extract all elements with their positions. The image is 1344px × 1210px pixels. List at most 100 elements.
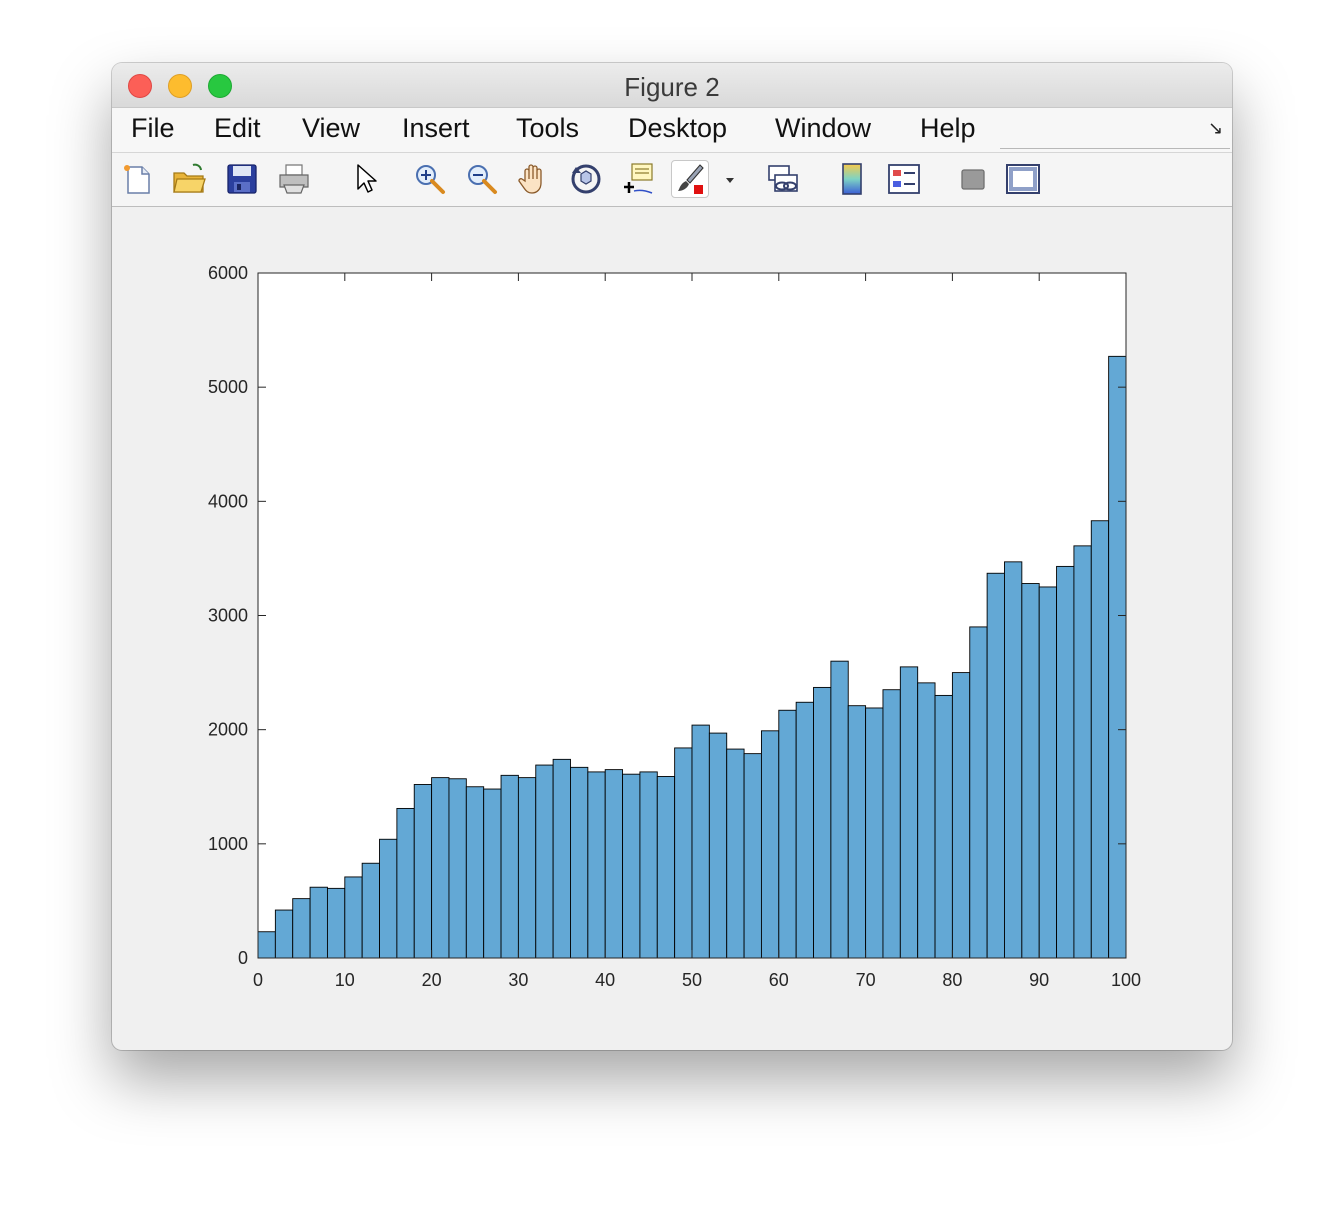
x-tick-label: 40: [595, 970, 615, 990]
histogram-bar[interactable]: [413, 784, 433, 959]
histogram-bar[interactable]: [552, 758, 571, 959]
title-bar[interactable]: Figure 2: [112, 63, 1232, 108]
menu-tools[interactable]: Tools: [516, 113, 580, 143]
histogram-bar[interactable]: [813, 686, 832, 959]
figure-window: Figure 2 File Edit View Insert Tools Des…: [112, 63, 1232, 1050]
histogram-bar[interactable]: [431, 777, 450, 959]
link-plot-icon[interactable]: [765, 161, 801, 197]
print-icon[interactable]: [276, 161, 312, 197]
histogram-bar[interactable]: [483, 788, 502, 959]
x-tick-label: 10: [335, 970, 355, 990]
rotate-3d-icon[interactable]: [568, 161, 604, 197]
histogram-bar[interactable]: [830, 660, 849, 959]
histogram-bar[interactable]: [778, 709, 797, 959]
menu-view[interactable]: View: [302, 113, 361, 143]
x-tick-label: 20: [422, 970, 442, 990]
histogram-bar[interactable]: [760, 730, 780, 959]
histogram-bar[interactable]: [656, 776, 676, 959]
histogram-bar[interactable]: [396, 807, 415, 959]
histogram-bar[interactable]: [622, 773, 641, 959]
histogram-bar[interactable]: [535, 764, 554, 959]
zoom-in-icon[interactable]: [412, 161, 448, 197]
histogram-bar[interactable]: [639, 771, 658, 959]
histogram-bar[interactable]: [899, 666, 919, 959]
histogram-bar[interactable]: [986, 572, 1005, 959]
histogram-bar[interactable]: [517, 777, 537, 959]
hide-plot-tools-icon[interactable]: [955, 161, 991, 197]
brush-dropdown-icon[interactable]: [724, 175, 736, 185]
y-tick-label: 6000: [208, 263, 248, 283]
menu-help[interactable]: Help: [920, 113, 976, 143]
menu-desktop[interactable]: Desktop: [628, 113, 728, 143]
open-file-icon[interactable]: [171, 161, 207, 197]
brush-icon: [678, 164, 704, 194]
menu-insert[interactable]: Insert: [402, 113, 470, 143]
colorbar-icon[interactable]: [834, 161, 870, 197]
save-icon[interactable]: [224, 161, 260, 197]
histogram-bar[interactable]: [1056, 565, 1075, 959]
minimize-window-button[interactable]: [168, 74, 192, 98]
menu-window[interactable]: Window: [775, 113, 872, 143]
brush-button[interactable]: [671, 160, 709, 198]
legend-icon[interactable]: [886, 161, 922, 197]
y-tick-label: 5000: [208, 377, 248, 397]
histogram-bar[interactable]: [1004, 561, 1023, 959]
histogram-bar[interactable]: [1108, 355, 1127, 959]
histogram-bar[interactable]: [708, 732, 728, 959]
x-tick-label: 30: [508, 970, 528, 990]
x-tick-label: 100: [1111, 970, 1141, 990]
histogram-bar[interactable]: [882, 689, 901, 959]
histogram-bar[interactable]: [344, 876, 363, 959]
histogram-bar[interactable]: [951, 672, 971, 959]
x-tick-label: 80: [942, 970, 962, 990]
histogram-bar[interactable]: [1090, 520, 1110, 959]
show-plot-tools-icon[interactable]: [1005, 161, 1041, 197]
dock-figure-icon[interactable]: ↘: [1208, 118, 1224, 138]
y-tick-label: 1000: [208, 834, 248, 854]
new-figure-icon[interactable]: [120, 161, 156, 197]
histogram-bar[interactable]: [379, 838, 398, 959]
x-tick-label: 0: [253, 970, 263, 990]
histogram-bar[interactable]: [726, 748, 745, 959]
histogram-bar[interactable]: [691, 724, 710, 959]
menu-divider: [1000, 148, 1230, 149]
plot-area: 0 10 20 30 40 50 60 70 80 90 100 0 1000 2000 3000 4000 5…: [112, 207, 1232, 1050]
zoom-window-button[interactable]: [208, 74, 232, 98]
histogram-bar[interactable]: [847, 705, 867, 959]
figure-toolbar: [112, 153, 1232, 207]
histogram-bar[interactable]: [570, 766, 589, 959]
histogram-bar[interactable]: [274, 909, 294, 959]
menu-file[interactable]: File: [131, 113, 175, 143]
histogram-bar[interactable]: [604, 769, 624, 959]
histogram-bar[interactable]: [969, 626, 988, 959]
histogram-bar[interactable]: [917, 682, 936, 959]
histogram-bar[interactable]: [795, 701, 814, 959]
pan-hand-icon[interactable]: [516, 161, 552, 197]
histogram-bar[interactable]: [743, 753, 762, 959]
histogram-bar[interactable]: [1073, 545, 1092, 959]
histogram-bar[interactable]: [326, 887, 346, 959]
histogram-bar[interactable]: [292, 898, 311, 959]
histogram-bar[interactable]: [865, 707, 884, 959]
histogram-bar[interactable]: [361, 862, 380, 959]
x-tick-label: 70: [856, 970, 876, 990]
histogram-bar[interactable]: [674, 747, 693, 959]
histogram-bar[interactable]: [934, 694, 953, 959]
menu-bar: File Edit View Insert Tools Desktop Wind…: [112, 108, 1232, 153]
y-tick-label: 3000: [208, 606, 248, 626]
histogram-bar[interactable]: [1021, 583, 1040, 959]
data-cursor-icon[interactable]: [620, 161, 656, 197]
menu-edit[interactable]: Edit: [214, 113, 261, 143]
histogram-bar[interactable]: [465, 786, 485, 959]
pointer-icon[interactable]: [348, 161, 384, 197]
close-window-button[interactable]: [128, 74, 152, 98]
histogram-bar[interactable]: [309, 886, 328, 959]
histogram-bar[interactable]: [448, 778, 467, 959]
window-title: Figure 2: [624, 72, 720, 102]
histogram-bar[interactable]: [257, 931, 276, 959]
zoom-out-icon[interactable]: [464, 161, 500, 197]
histogram-axes[interactable]: 0 10 20 30 40 50 60 70 80 90 100010002000300040005…: [112, 207, 1232, 1050]
histogram-bar[interactable]: [587, 771, 606, 959]
histogram-bar[interactable]: [1038, 586, 1058, 959]
histogram-bar[interactable]: [500, 774, 519, 959]
